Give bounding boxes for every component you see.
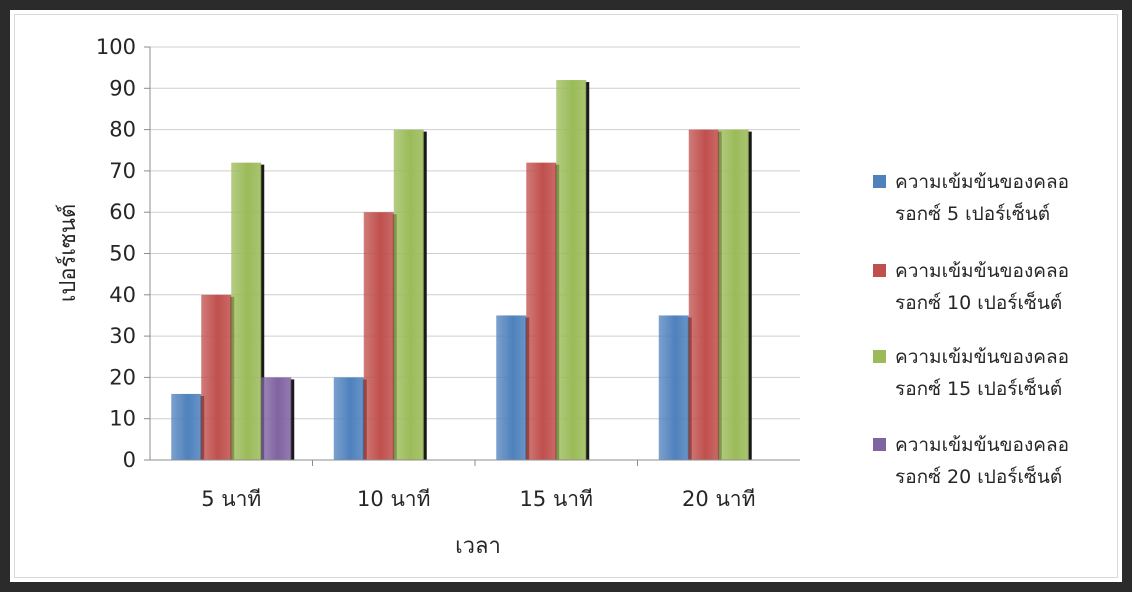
bar <box>393 129 424 460</box>
legend-swatch <box>873 264 886 277</box>
bar <box>718 129 749 460</box>
bar <box>171 393 202 460</box>
x-tick-label: 5 นาที <box>201 487 261 511</box>
x-tick-label: 15 นาที <box>520 487 593 511</box>
y-tick-label: 80 <box>109 118 136 142</box>
y-tick-label: 30 <box>109 324 136 348</box>
x-axis-ticks: 5 นาที 10 นาที 15 นาที 20 นาที <box>150 459 800 511</box>
x-tick-label: 10 นาที <box>357 487 430 511</box>
bar <box>231 162 262 460</box>
bar-shadow <box>422 131 427 460</box>
y-tick-label: 0 <box>123 448 136 472</box>
bar <box>201 294 232 460</box>
bars <box>171 80 752 460</box>
y-tick-label: 40 <box>109 283 136 307</box>
legend-label: ความเข้มข้นของคลอ <box>895 346 1069 368</box>
y-tick-label: 20 <box>109 365 136 389</box>
bar <box>496 315 527 460</box>
legend-swatch <box>873 175 886 188</box>
y-tick-label: 50 <box>109 242 136 266</box>
bar-shadow <box>585 82 590 460</box>
x-tick-label: 20 นาที <box>682 487 755 511</box>
bar <box>261 377 292 460</box>
legend-label: รอกซ์ 5 เปอร์เซ็นต์ <box>895 201 1050 225</box>
bar <box>363 212 394 460</box>
y-tick-label: 90 <box>109 76 136 100</box>
y-axis-ticks: 0 10 20 30 40 50 60 70 80 90 100 <box>96 35 151 472</box>
bar-shadow <box>260 164 265 460</box>
bar <box>688 129 719 460</box>
y-tick-label: 70 <box>109 159 136 183</box>
y-tick-label: 10 <box>109 407 136 431</box>
bar <box>526 162 557 460</box>
y-tick-label: 100 <box>96 35 136 59</box>
legend-label: ความเข้มข้นของคลอ <box>895 434 1069 456</box>
bar <box>333 377 364 460</box>
bar <box>556 80 587 460</box>
legend-label: รอกซ์ 20 เปอร์เซ็นต์ <box>895 464 1062 488</box>
x-axis-title: เวลา <box>455 534 501 559</box>
y-tick-label: 60 <box>109 200 136 224</box>
legend-label: ความเข้มข้นของคลอ <box>895 171 1069 193</box>
bar-shadow <box>747 131 752 460</box>
chart-area <box>14 14 1118 578</box>
legend-label: รอกซ์ 10 เปอร์เซ็นต์ <box>895 290 1062 314</box>
legend-label: ความเข้มข้นของคลอ <box>895 260 1069 282</box>
y-axis-title: เปอร์เซนต์ <box>56 204 81 302</box>
legend-swatch <box>873 350 886 363</box>
legend-swatch <box>873 438 886 451</box>
legend-label: รอกซ์ 15 เปอร์เซ็นต์ <box>895 376 1062 400</box>
bar <box>658 315 689 460</box>
bar-shadow <box>290 379 295 460</box>
